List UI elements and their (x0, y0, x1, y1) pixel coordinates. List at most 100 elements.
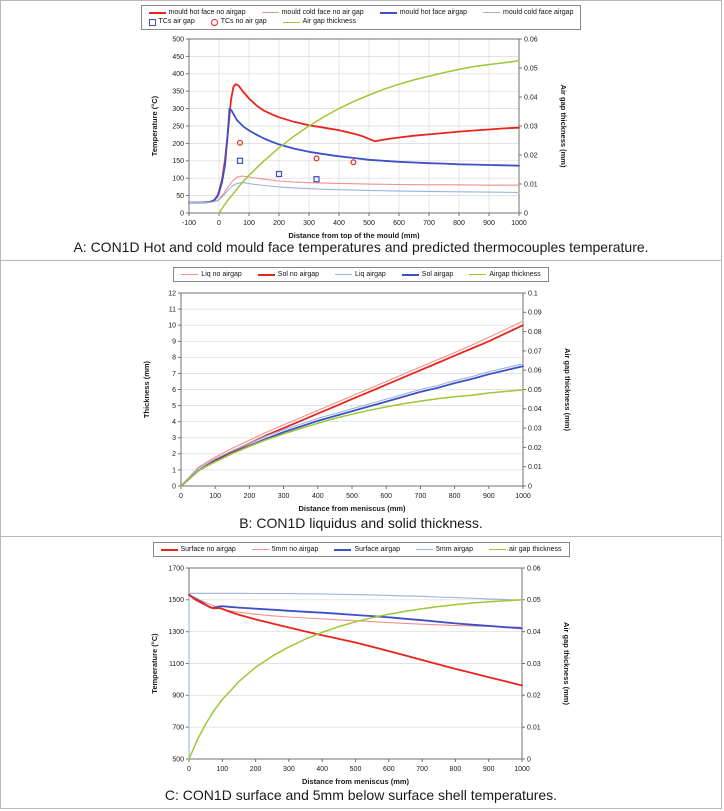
y-left-tick-label: 3 (172, 436, 176, 443)
x-axis-title: Distance from top of the mould (mm) (288, 231, 420, 239)
y-left-tick-label: 1700 (168, 566, 184, 573)
series-mould-hot-face-airgap (188, 107, 520, 204)
x-tick-label: 600 (380, 493, 392, 500)
marker-circle-tcs-no-air-gap (350, 159, 357, 166)
legend-label: Sol airgap (421, 271, 454, 278)
x-tick-label: 400 (316, 766, 328, 773)
legend-item-airgap-thickness: Airgap thickness (469, 270, 541, 279)
legend-row: Surface no airgap 5mm no airgap Surface ai… (160, 545, 562, 554)
legend-line-swatch (469, 274, 487, 276)
x-tick-label: 400 (333, 220, 345, 227)
chart-b-legend: Liq no airgap Sol no airgap Liq airgap Sol … (173, 267, 549, 283)
y-left-tick-label: 50 (176, 193, 184, 200)
y-left-tick-label: 1500 (168, 598, 184, 605)
legend-circle-marker-icon (210, 18, 218, 26)
series-sol-airgap (180, 365, 524, 488)
series-air-gap-thickness (218, 59, 520, 214)
x-tick-label: 800 (449, 493, 461, 500)
x-tick-label: 100 (216, 766, 228, 773)
legend-label: 5mm no airgap (271, 546, 319, 553)
y-left-tick-label: 500 (172, 36, 184, 43)
legend-item-sol-airgap: Sol airgap (401, 270, 454, 279)
legend-item-5mm-no-airgap: 5mm no airgap (251, 545, 319, 554)
y-right-axis-title: Air gap thickness (mm) (559, 84, 568, 167)
legend-item-surface-airgap: Surface airgap (334, 545, 400, 554)
y-left-tick-label: 9 (172, 339, 176, 346)
y-left-tick-label: 7 (172, 371, 176, 378)
legend-label: mould hot face no airgap (168, 9, 246, 16)
legend-row: mould hot face no airgap mould cold face … (148, 8, 573, 17)
x-tick-label: 600 (383, 766, 395, 773)
legend-line-swatch (335, 274, 353, 276)
series-5mm-airgap (188, 593, 523, 760)
y-right-tick-label: 0.03 (528, 426, 542, 433)
y-left-tick-label: 100 (172, 175, 184, 182)
chart-a-legend: mould hot face no airgap mould cold face … (140, 5, 582, 30)
y-right-tick-label: 0.01 (528, 465, 542, 472)
x-tick-label: 600 (393, 220, 405, 227)
series-air-gap-thickness (188, 599, 523, 761)
x-tick-label: 800 (453, 220, 465, 227)
legend-label: Airgap thickness (489, 271, 541, 278)
x-tick-label: 500 (363, 220, 375, 227)
marker-circle-tcs-no-air-gap (313, 155, 320, 162)
legend-line-swatch (257, 273, 275, 276)
legend-label: Air gap thickness (302, 18, 356, 26)
y-right-tick-label: 0.1 (528, 291, 538, 298)
x-tick-label: 800 (450, 766, 462, 773)
y-left-tick-label: 200 (172, 141, 184, 148)
y-left-tick-label: 150 (172, 158, 184, 165)
marker-circle-tcs-no-air-gap (237, 139, 244, 146)
x-tick-label: 300 (278, 493, 290, 500)
legend-line-swatch (261, 12, 279, 14)
legend-label: Sol no airgap (277, 271, 320, 278)
legend-item-surface-no-airgap: Surface no airgap (160, 545, 236, 554)
x-tick-label: 0 (187, 766, 191, 773)
panel-a: mould hot face no airgap mould cold face … (1, 1, 721, 261)
legend-line-swatch (181, 274, 199, 276)
y-left-tick-label: 6 (172, 387, 176, 394)
x-tick-label: 400 (312, 493, 324, 500)
legend-line-swatch (148, 11, 166, 14)
legend-item-5mm-airgap: 5mm airgap (416, 545, 473, 554)
chart-b-plot: 0 100 200 300 400 500 600 700 800 900 100001234567… (142, 291, 572, 514)
y-right-tick-label: 0.06 (528, 368, 542, 375)
y-left-axis-title: Temperature (°C) (150, 633, 159, 694)
marker-square-tcs-air-gap (236, 157, 244, 164)
y-right-tick-label: 0.05 (527, 598, 541, 605)
x-tick-label: 100 (209, 493, 221, 500)
x-tick-label: 0 (179, 493, 183, 500)
series-liq-no-airgap (180, 320, 524, 487)
y-left-tick-label: 250 (172, 123, 184, 130)
legend-line-swatch (416, 549, 433, 551)
legend-item-mould-hot-face-airgap: mould hot face airgap (379, 8, 467, 17)
y-right-tick-label: 0 (527, 757, 531, 764)
legend-square-marker-icon (148, 18, 156, 26)
y-right-tick-label: 0.04 (527, 630, 541, 637)
y-right-tick-label: 0.03 (524, 123, 538, 130)
legend-item-tcs-no-air-gap: TCs no air gap (210, 17, 267, 26)
y-left-tick-label: 500 (172, 757, 184, 764)
legend-item-mould-cold-face-airgap: mould cold face airgap (483, 8, 573, 17)
y-left-tick-label: 1300 (168, 630, 184, 637)
x-axis-title: Distance from meniscus (mm) (302, 777, 410, 786)
legend-label: 5mm airgap (436, 546, 473, 553)
y-left-axis-title: Temperature (°C) (150, 95, 159, 156)
caption-a: A: CON1D Hot and cold mould face tempera… (73, 239, 649, 255)
legend-item-air-gap-thickness: Air gap thickness (282, 17, 356, 26)
legend-item-liq-no-airgap: Liq no airgap (181, 270, 242, 279)
x-tick-label: 700 (416, 766, 428, 773)
y-right-tick-label: 0.02 (524, 152, 538, 159)
legend-label: Surface airgap (354, 546, 400, 553)
legend-label: TCs air gap (158, 18, 195, 26)
x-tick-label: 500 (346, 493, 358, 500)
y-right-tick-label: 0.04 (524, 94, 538, 101)
y-right-tick-label: 0.06 (524, 36, 538, 43)
legend-line-swatch (251, 549, 269, 551)
x-tick-label: 900 (483, 766, 495, 773)
legend-item-liq-airgap: Liq airgap (335, 270, 386, 279)
legend-line-swatch (282, 21, 300, 23)
legend-line-swatch (334, 548, 352, 551)
y-right-tick-label: 0 (524, 210, 528, 217)
x-tick-label: 200 (273, 220, 285, 227)
